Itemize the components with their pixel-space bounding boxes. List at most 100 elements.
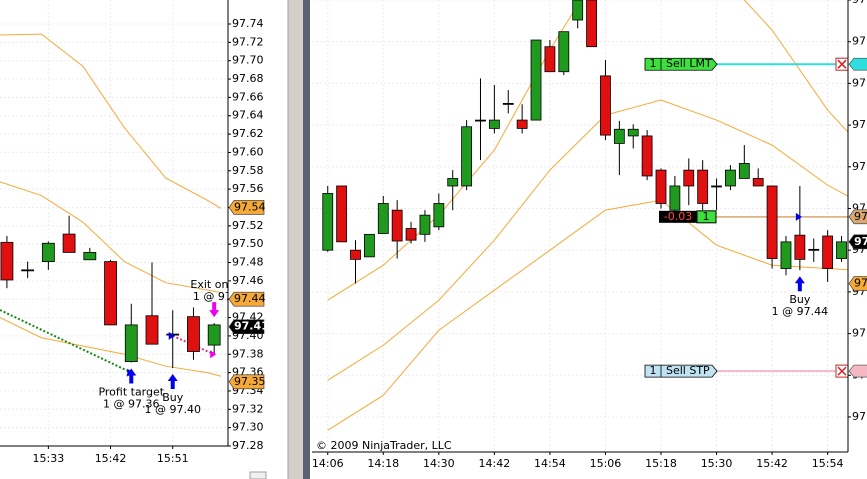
order-axis-tag <box>848 364 867 378</box>
execution-marker <box>168 331 175 340</box>
execution-arrow <box>209 302 220 318</box>
y-tick-label: 97.28 <box>232 439 264 452</box>
y-tick-label: 97.32 <box>232 402 264 415</box>
candle-body <box>322 193 334 251</box>
execution-marker <box>795 212 802 221</box>
candle-body <box>794 234 806 260</box>
order-cancel[interactable] <box>835 57 848 71</box>
price-tag <box>848 234 867 250</box>
price-tag-label: 97.36 <box>854 277 867 290</box>
candle-body <box>41 242 55 263</box>
execution-detail: 1 @ 97.44 <box>772 305 828 318</box>
y-tick-label: 97.55 <box>852 118 867 131</box>
price-tag-label: 97.54 <box>234 200 266 213</box>
order-tag <box>644 57 718 71</box>
execution-detail: 1 @ 97.40 <box>144 403 200 416</box>
band-middle <box>0 181 222 294</box>
price-tag <box>848 209 867 225</box>
candle-body <box>502 103 514 105</box>
y-tick-label: 97.65 <box>852 35 867 48</box>
price-tag-label: 97.41 <box>854 235 867 248</box>
y-tick-label: 97.20 <box>852 410 867 423</box>
candle-body <box>83 252 97 261</box>
cancel-x <box>837 366 847 376</box>
candle-body <box>419 214 431 235</box>
y-tick-label: 97.30 <box>852 327 867 340</box>
candle-body <box>586 0 597 48</box>
candle-body <box>62 233 76 253</box>
price-tag-label: 97.35 <box>234 375 266 388</box>
order-cancel[interactable] <box>835 364 848 378</box>
execution-marker <box>210 350 217 359</box>
candle-body <box>641 135 653 177</box>
candle-body <box>207 324 221 346</box>
x-tick-label: 15:42 <box>95 452 127 465</box>
candle-body <box>766 185 778 259</box>
y-tick-label: 97.70 <box>232 54 264 67</box>
execution-arrow <box>167 374 178 390</box>
band-lower <box>0 317 222 377</box>
trade-link <box>0 309 132 374</box>
candle-body <box>377 203 389 234</box>
y-tick-label: 97.58 <box>232 164 264 177</box>
y-tick-label: 97.50 <box>852 160 867 173</box>
candle-body <box>752 178 764 187</box>
execution-detail: 1 @ 97. <box>193 290 236 303</box>
copyright: © 2009 NinjaTrader, LLC <box>316 439 452 452</box>
x-tick-label: 15:18 <box>645 457 677 470</box>
execution-label: Buy <box>162 391 184 404</box>
y-tick-label: 97.68 <box>232 72 264 85</box>
candle-body <box>475 119 486 122</box>
x-tick-label: 14:18 <box>367 457 399 470</box>
trade-link <box>172 334 215 356</box>
candle-body <box>433 203 445 228</box>
x-tick-label: 14:06 <box>312 457 344 470</box>
execution-detail: 1 @ 97.36 <box>103 398 159 411</box>
order-qty: 1 <box>650 364 657 377</box>
x-tick-label: 15:33 <box>33 452 65 465</box>
right-axes: 97.7097.6597.6097.5597.5097.4597.4097.35… <box>312 0 867 470</box>
band-upper <box>0 33 222 209</box>
candle-body <box>461 126 472 187</box>
execution-label: Exit on c <box>190 278 238 291</box>
panel-border <box>303 0 310 479</box>
y-tick-label: 97.48 <box>232 256 264 269</box>
execution-label: Profit target <box>98 386 164 399</box>
candle-body <box>655 169 667 204</box>
candle-body <box>683 169 695 187</box>
order-qty: 1 <box>650 57 657 70</box>
y-tick-label: 97.60 <box>852 76 867 89</box>
y-tick-label: 97.38 <box>232 347 264 360</box>
candle-body <box>405 228 417 241</box>
y-tick-label: 97.30 <box>232 421 264 434</box>
order-label: Sell STP <box>666 364 710 377</box>
candle-body <box>822 235 834 269</box>
x-tick-label: 15:06 <box>590 457 622 470</box>
candle-body <box>836 241 847 259</box>
candle-body <box>21 269 35 272</box>
y-tick-label: 97.46 <box>232 274 264 287</box>
x-tick-label: 15:30 <box>701 457 733 470</box>
scroll-button[interactable] <box>249 471 267 479</box>
candle-body <box>391 209 403 242</box>
execution-label: Buy <box>789 293 811 306</box>
candle-body <box>600 75 611 136</box>
candle-body <box>697 169 709 204</box>
x-tick-label: 15:42 <box>756 457 788 470</box>
pnl-box <box>659 210 697 223</box>
order-label: Sell LMT <box>666 57 712 70</box>
candle-body <box>488 119 500 129</box>
execution-arrow <box>794 276 805 292</box>
candle-body <box>124 324 138 363</box>
y-tick-label: 97.66 <box>232 90 264 103</box>
candle-body <box>544 46 556 73</box>
candle-body <box>669 185 681 211</box>
price-tag-label: 97.41 <box>234 320 269 333</box>
left-axes: 97.2897.3097.3297.3497.3697.3897.4097.42… <box>0 0 269 465</box>
y-tick-label: 97.64 <box>232 109 264 122</box>
candle-body <box>558 31 570 73</box>
candle-body <box>530 39 542 121</box>
x-tick-label: 15:54 <box>812 457 844 470</box>
